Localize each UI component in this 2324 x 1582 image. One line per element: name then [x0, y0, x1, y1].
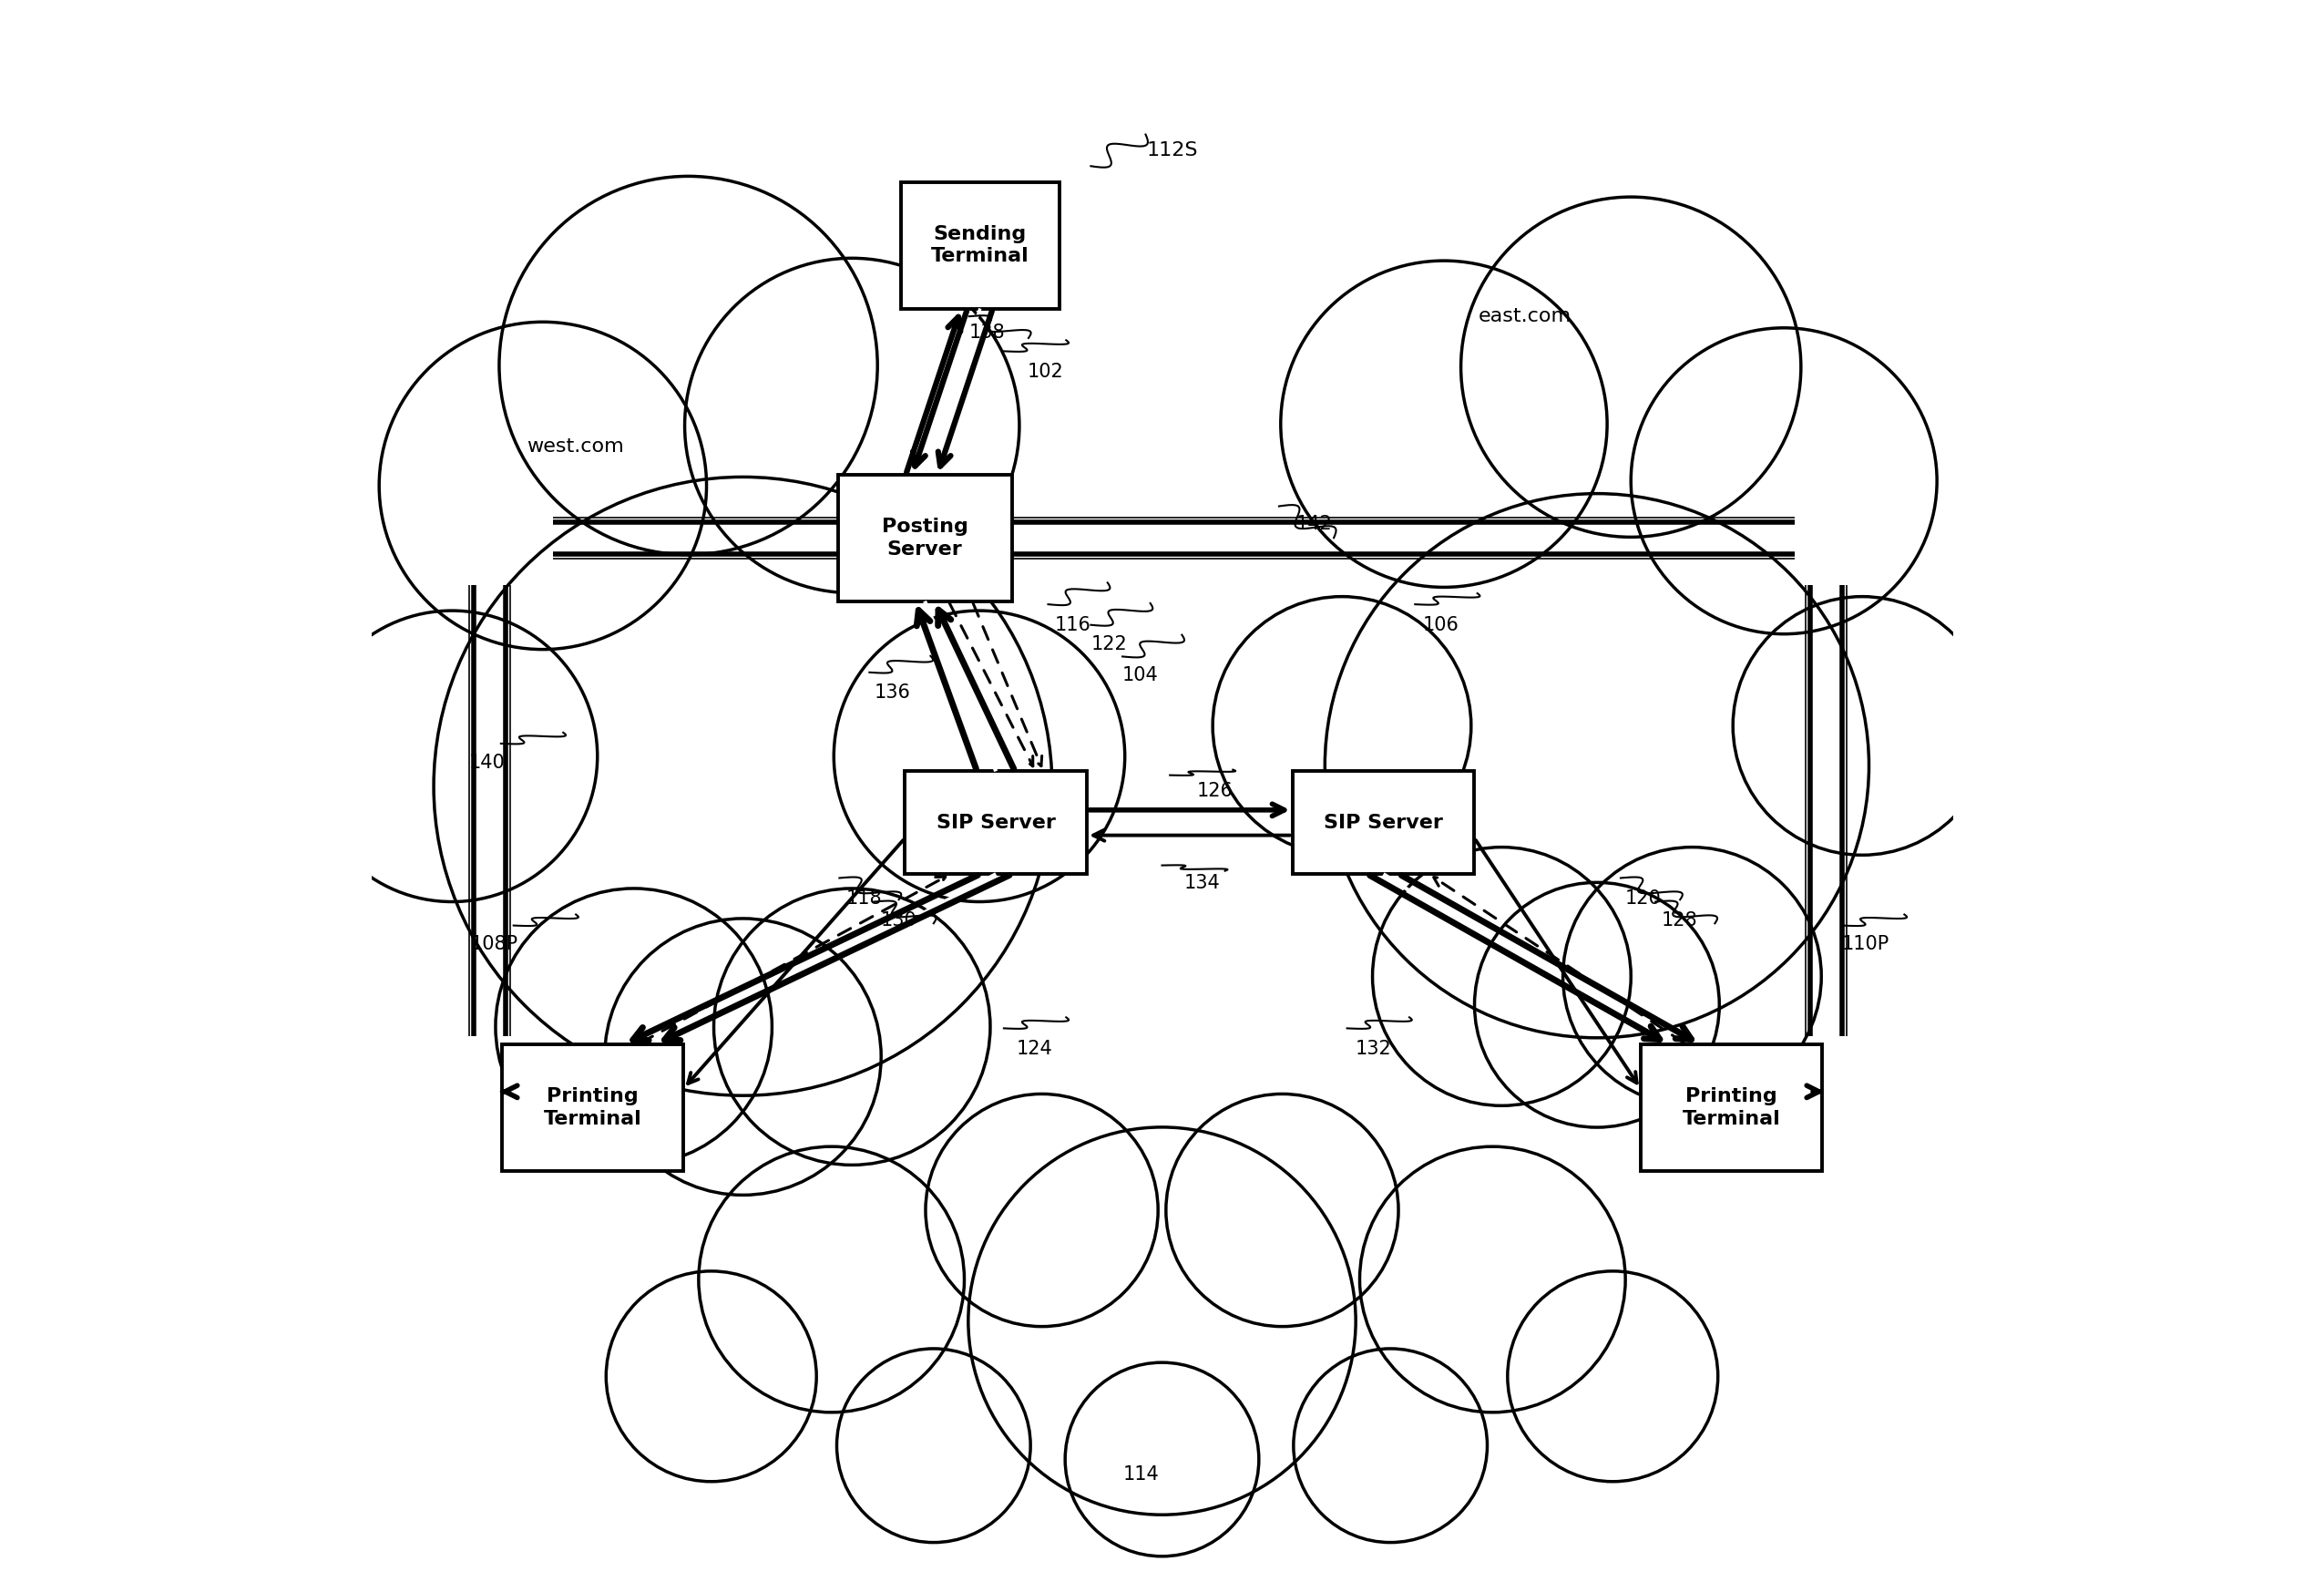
Circle shape — [1213, 596, 1471, 854]
Bar — [904, 772, 1088, 873]
Text: 106: 106 — [1422, 615, 1459, 634]
Circle shape — [1473, 883, 1720, 1128]
Bar — [1292, 772, 1473, 873]
Text: SIP Server: SIP Server — [937, 813, 1055, 832]
Circle shape — [1734, 596, 1992, 854]
Circle shape — [713, 889, 990, 1164]
Circle shape — [495, 889, 772, 1164]
Text: Printing
Terminal: Printing Terminal — [1683, 1087, 1780, 1128]
Circle shape — [1325, 494, 1868, 1038]
Text: east.com: east.com — [1478, 307, 1571, 326]
Bar — [1641, 1044, 1822, 1171]
Circle shape — [1564, 848, 1822, 1106]
Circle shape — [307, 611, 597, 902]
Text: Posting
Server: Posting Server — [881, 517, 969, 558]
Text: 142: 142 — [1297, 514, 1332, 533]
Text: 132: 132 — [1355, 1039, 1392, 1058]
Text: 126: 126 — [1197, 782, 1234, 800]
Circle shape — [1064, 1362, 1260, 1557]
Circle shape — [1631, 327, 1936, 634]
Circle shape — [435, 476, 1053, 1095]
Text: 130: 130 — [881, 911, 916, 930]
Text: 116: 116 — [1055, 615, 1090, 634]
Text: 120: 120 — [1624, 889, 1662, 908]
Bar — [902, 182, 1060, 308]
Circle shape — [604, 919, 881, 1194]
Text: 118: 118 — [846, 889, 881, 908]
Text: 122: 122 — [1090, 634, 1127, 653]
Circle shape — [1462, 198, 1801, 536]
Circle shape — [1508, 1272, 1717, 1481]
Text: 112S: 112S — [1146, 141, 1197, 160]
Circle shape — [925, 1095, 1157, 1326]
Circle shape — [837, 1348, 1030, 1542]
Text: SIP Server: SIP Server — [1325, 813, 1443, 832]
Text: 102: 102 — [1027, 362, 1064, 381]
Text: Sending
Terminal: Sending Terminal — [932, 225, 1030, 266]
Circle shape — [379, 321, 706, 649]
Text: 128: 128 — [1662, 911, 1699, 930]
Circle shape — [1294, 1348, 1487, 1542]
Text: 140: 140 — [469, 753, 507, 772]
Text: 108P: 108P — [472, 935, 518, 954]
Circle shape — [500, 176, 878, 555]
Bar — [502, 1044, 683, 1171]
Text: west.com: west.com — [525, 437, 623, 456]
Circle shape — [834, 611, 1125, 902]
Text: 104: 104 — [1122, 666, 1160, 685]
Text: Printing
Terminal: Printing Terminal — [544, 1087, 641, 1128]
Circle shape — [1373, 848, 1631, 1106]
Circle shape — [700, 1147, 964, 1413]
Circle shape — [1281, 261, 1608, 587]
Text: 138: 138 — [969, 323, 1006, 342]
Circle shape — [1167, 1095, 1399, 1326]
Text: 136: 136 — [874, 683, 911, 702]
Text: 124: 124 — [1016, 1039, 1053, 1058]
Text: 114: 114 — [1122, 1465, 1160, 1484]
Text: 134: 134 — [1185, 873, 1220, 892]
Bar — [837, 475, 1011, 601]
Text: 110P: 110P — [1843, 935, 1889, 954]
Circle shape — [607, 1272, 816, 1481]
Circle shape — [686, 258, 1020, 593]
Circle shape — [1360, 1147, 1624, 1413]
Circle shape — [969, 1126, 1355, 1516]
